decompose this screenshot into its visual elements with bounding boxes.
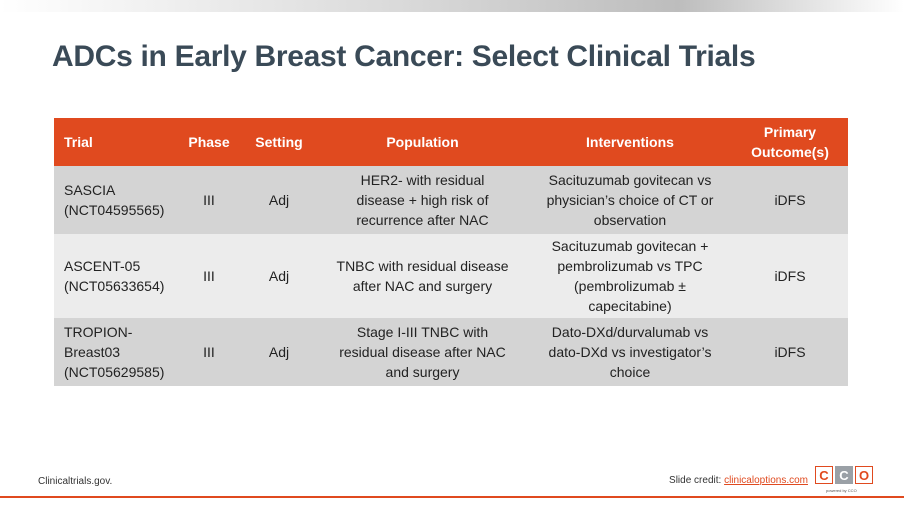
cell-setting: Adj [241,318,317,386]
logo-letter: C [835,466,853,484]
header-setting: Setting [241,118,317,166]
table-row: SASCIA (NCT04595565) III Adj HER2- with … [54,166,848,234]
interventions-line: observation [534,210,726,230]
cell-population: TNBC with residual disease after NAC and… [317,234,528,318]
cell-trial: TROPION- Breast03 (NCT05629585) [54,318,177,386]
population-line: residual disease after NAC [323,342,522,362]
top-decorative-bar [0,0,904,12]
table-row: TROPION- Breast03 (NCT05629585) III Adj … [54,318,848,386]
cell-outcome: iDFS [732,166,848,234]
header-phase: Phase [177,118,241,166]
trial-line: ASCENT-05 [64,256,171,276]
header-primary-outcome-line1: Primary [738,122,842,142]
cell-setting: Adj [241,166,317,234]
population-line: after NAC and surgery [323,276,522,296]
cell-phase: III [177,318,241,386]
population-line: TNBC with residual disease [323,256,522,276]
trial-line: (NCT05629585) [64,362,171,382]
cell-interventions: Sacituzumab govitecan vs physician’s cho… [528,166,732,234]
logo-letter: O [855,466,873,484]
interventions-line: choice [534,362,726,382]
slide-credit: Slide credit: clinicaloptions.com [650,475,808,486]
interventions-line: capecitabine) [534,296,726,316]
interventions-line: physician’s choice of CT or [534,190,726,210]
cell-population: HER2- with residual disease + high risk … [317,166,528,234]
cell-trial: ASCENT-05 (NCT05633654) [54,234,177,318]
cco-logo: C C O [815,466,873,484]
cell-outcome: iDFS [732,234,848,318]
header-primary-outcome: Primary Outcome(s) [732,118,848,166]
interventions-line: Sacituzumab govitecan + [534,236,726,256]
cell-interventions: Sacituzumab govitecan + pembrolizumab vs… [528,234,732,318]
slide-credit-prefix: Slide credit: [669,475,721,486]
population-line: disease + high risk of [323,190,522,210]
header-trial: Trial [54,118,177,166]
logo-letter: C [815,466,833,484]
header-population: Population [317,118,528,166]
cell-phase: III [177,234,241,318]
cell-outcome: iDFS [732,318,848,386]
trial-line: (NCT04595565) [64,200,171,220]
population-line: and surgery [323,362,522,382]
cell-trial: SASCIA (NCT04595565) [54,166,177,234]
population-line: Stage I-III TNBC with [323,322,522,342]
interventions-line: dato-DXd vs investigator’s [534,342,726,362]
cell-phase: III [177,166,241,234]
cell-interventions: Dato-DXd/durvalumab vs dato-DXd vs inves… [528,318,732,386]
trial-line: SASCIA [64,180,171,200]
bottom-accent-line [0,496,904,498]
trial-line: (NCT05633654) [64,276,171,296]
table-header-row: Trial Phase Setting Population Intervent… [54,118,848,166]
trial-line: TROPION- [64,322,171,342]
clinicaloptions-link[interactable]: clinicaloptions.com [724,475,808,486]
cell-setting: Adj [241,234,317,318]
cell-population: Stage I-III TNBC with residual disease a… [317,318,528,386]
interventions-line: (pembrolizumab ± [534,276,726,296]
interventions-line: pembrolizumab vs TPC [534,256,726,276]
logo-subtext: powered by CCO [826,488,857,493]
header-primary-outcome-line2: Outcome(s) [738,142,842,162]
header-interventions: Interventions [528,118,732,166]
interventions-line: Sacituzumab govitecan vs [534,170,726,190]
population-line: HER2- with residual [323,170,522,190]
clinical-trials-table: Trial Phase Setting Population Intervent… [54,118,848,386]
source-citation: Clinicaltrials.gov. [38,476,112,487]
interventions-line: Dato-DXd/durvalumab vs [534,322,726,342]
table-row: ASCENT-05 (NCT05633654) III Adj TNBC wit… [54,234,848,318]
population-line: recurrence after NAC [323,210,522,230]
slide-title: ADCs in Early Breast Cancer: Select Clin… [52,40,755,74]
trial-line: Breast03 [64,342,171,362]
